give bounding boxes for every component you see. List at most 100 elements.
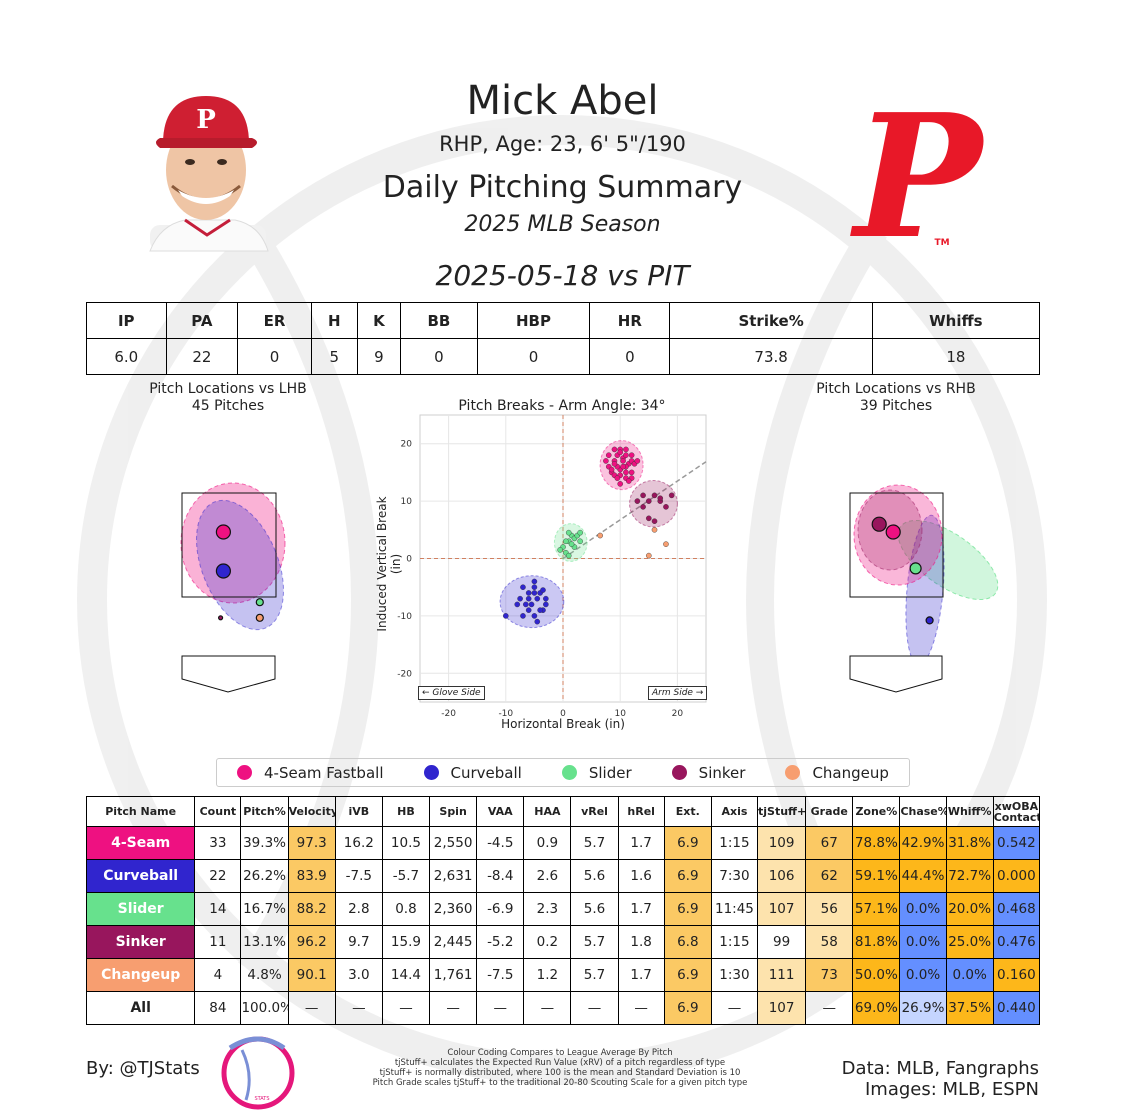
table-row: Slider 14 16.7% 88.2 2.8 0.8 2,360 -6.9 2.3 5.6 1.…	[85, 892, 1041, 926]
stat-value-er: 0	[237, 338, 312, 375]
table-cell: 2.8	[334, 892, 383, 926]
table-cell: 0.9	[523, 826, 572, 860]
table-cell: 26.9%	[899, 991, 947, 1025]
table-cell: 11:45	[710, 892, 759, 926]
break-point	[623, 446, 629, 453]
location-point	[255, 598, 264, 607]
break-chart-title: Pitch Breaks - Arm Angle: 34°	[458, 398, 666, 414]
x-tick-label: 10	[614, 709, 626, 719]
table-cell: 2,550	[429, 826, 478, 860]
break-point	[577, 538, 583, 545]
table-cell: 14.4	[381, 958, 431, 992]
break-point	[537, 607, 543, 613]
break-point	[540, 587, 546, 593]
table-cell: 44.4%	[899, 859, 947, 893]
data-sources: Data: MLB, Fangraphs Images: MLB, ESPN	[842, 1058, 1039, 1100]
table-cell: —	[523, 991, 572, 1025]
table-cell: 37.5%	[945, 991, 994, 1025]
x-tick-label: -10	[498, 709, 513, 719]
table-header: Pitch%	[240, 796, 289, 827]
break-point	[651, 527, 658, 533]
table-cell: 50.0%	[852, 958, 901, 992]
table-row: Changeup 4 4.8% 90.1 3.0 14.4 1,761 -7.5 1.2 5.7 1…	[85, 958, 1041, 992]
location-point	[871, 516, 887, 532]
break-point	[531, 578, 538, 585]
table-cell: 2,631	[429, 859, 478, 893]
stat-value-bb: 0	[400, 338, 478, 375]
legend-item: Curveball	[423, 764, 522, 782]
x-tick-label: -20	[441, 709, 456, 719]
table-cell: 22	[194, 859, 242, 893]
note-line: Pitch Grade scales tjStuff+ to the tradi…	[372, 1078, 748, 1088]
y-tick-label: 20	[401, 440, 413, 450]
table-cell: 7:30	[710, 859, 759, 893]
table-cell: 1.2	[523, 958, 572, 992]
break-point	[525, 607, 532, 613]
pitch-name-cell: All	[85, 991, 196, 1025]
break-point	[628, 452, 635, 458]
player-info: RHP, Age: 23, 6' 5"/190	[439, 132, 686, 156]
table-cell: 1:15	[710, 826, 759, 860]
svg-text:STATS: STATS	[254, 1096, 269, 1102]
table-cell: -7.5	[476, 958, 525, 992]
table-cell: 5.6	[570, 892, 619, 926]
y-tick-label: -10	[397, 612, 412, 622]
table-cell: 9.7	[334, 925, 383, 959]
table-header: tjStuff+	[757, 796, 807, 827]
table-cell: —	[476, 991, 525, 1025]
break-point	[611, 460, 618, 467]
glove-side-label: ← Glove Side	[418, 686, 485, 700]
legend-marker	[671, 765, 687, 780]
pitch-legend: 4-Seam Fastball Curveball Slider Sinker Chan…	[216, 758, 910, 787]
table-cell: 6.9	[663, 991, 712, 1025]
break-point	[531, 590, 538, 596]
break-point	[531, 584, 538, 591]
table-cell: 16.2	[334, 826, 383, 860]
break-point	[514, 601, 521, 608]
table-cell: —	[710, 991, 759, 1025]
table-header: Axis	[710, 796, 759, 827]
table-cell: 1.8	[617, 925, 665, 959]
pitch-break-chart: -20 -10 0 10 20 -20 -10 0 10 20	[397, 414, 707, 719]
table-row: Sinker 11 13.1% 96.2 9.7 15.9 2,445 -5.2 0.2 5.7 1…	[85, 925, 1041, 959]
table-cell: 0.0%	[945, 958, 994, 992]
svg-text:TM: TM	[934, 238, 949, 248]
break-point	[523, 601, 529, 608]
table-header: Chase%	[899, 796, 947, 827]
break-point	[543, 601, 549, 608]
location-point	[215, 563, 231, 579]
legend-marker	[423, 765, 439, 780]
break-point	[617, 449, 624, 456]
table-cell: 11	[194, 925, 242, 959]
table-cell: -8.4	[476, 859, 525, 893]
stat-value-whiffs: 18	[871, 338, 1041, 375]
table-cell: 72.7%	[945, 859, 994, 893]
table-header: Spin	[429, 796, 478, 827]
table-cell: —	[334, 991, 383, 1025]
table-cell: -6.9	[476, 892, 525, 926]
table-cell: 5.7	[570, 826, 619, 860]
table-header: vRel	[570, 796, 619, 827]
break-point	[528, 601, 535, 608]
arm-side-label: Arm Side →	[648, 686, 708, 700]
table-cell: 73	[805, 958, 854, 992]
table-cell: 5.7	[570, 958, 619, 992]
break-point	[557, 547, 563, 553]
table-cell: 1.6	[617, 859, 665, 893]
table-cell: 6.9	[663, 892, 712, 926]
table-cell: 4	[194, 958, 242, 992]
stat-value-pa: 22	[165, 338, 239, 375]
table-row: All 84 100.0% — — — — — — — —6.9—107—69.0% 26.9% 37.…	[85, 991, 1041, 1025]
legend-label: Slider	[588, 763, 632, 782]
break-point	[502, 613, 509, 619]
stat-header-k: K	[356, 302, 402, 339]
table-cell: 1.7	[617, 826, 665, 860]
break-point	[657, 495, 664, 502]
table-cell: 3.0	[334, 958, 383, 992]
pitch-name-cell: Curveball	[85, 859, 196, 893]
table-cell: 90.1	[287, 958, 336, 992]
break-point	[634, 498, 641, 504]
stat-header-er: ER	[237, 302, 312, 339]
table-header: VAA	[476, 796, 525, 827]
break-chart-xlabel: Horizontal Break (in)	[501, 717, 625, 731]
